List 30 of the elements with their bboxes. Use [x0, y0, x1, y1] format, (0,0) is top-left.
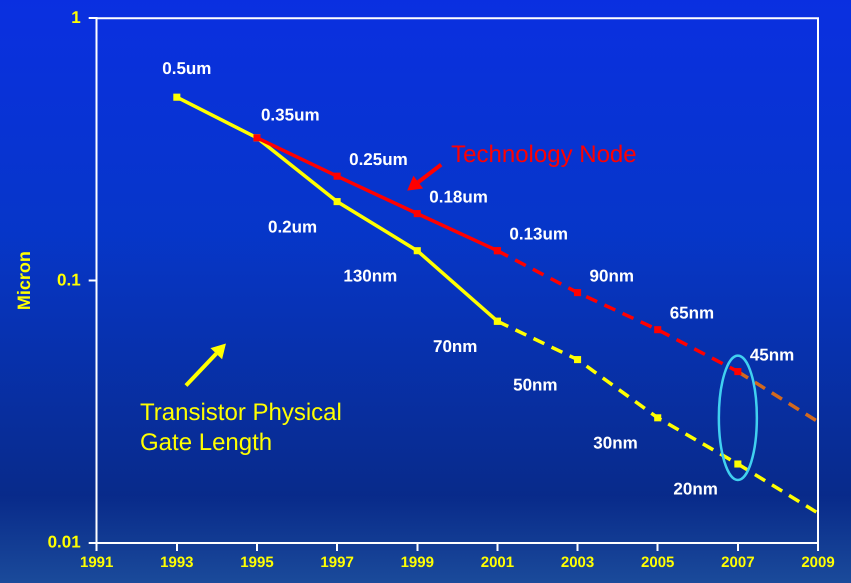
x-tick-label: 2005 — [641, 554, 674, 572]
annotation: Transistor Physical Gate Length — [140, 398, 343, 458]
y-tick-label: 0.01 — [48, 532, 81, 552]
annotation: 20nm — [673, 480, 718, 499]
annotation: 0.2um — [268, 217, 318, 236]
y-tick-label: 1 — [71, 8, 81, 27]
x-tick-label: 2009 — [801, 554, 835, 572]
annotation: 45nm — [750, 345, 794, 364]
x-tick-label: 2007 — [721, 554, 755, 572]
y-tick-label: 0.1 — [57, 270, 81, 290]
annotation: 0.35um — [260, 106, 320, 125]
annotation: 0.25um — [349, 150, 408, 169]
annotation: Technology Node — [451, 140, 638, 170]
x-tick-label: 2003 — [560, 554, 594, 572]
x-tick-label: 1995 — [240, 554, 274, 572]
annotation: 30nm — [593, 433, 638, 452]
x-tick-label: 1991 — [80, 554, 114, 572]
annotation: 0.18um — [429, 187, 488, 206]
annotation: 90nm — [590, 266, 634, 286]
x-tick-label: 1993 — [160, 554, 194, 572]
x-tick-label: 2001 — [480, 554, 514, 572]
annotation: 50nm — [513, 375, 558, 394]
x-tick-label: 1999 — [400, 554, 434, 572]
annotation: 65nm — [670, 303, 714, 322]
y-axis-title: Micron — [14, 251, 34, 310]
annotation: 130nm — [343, 266, 398, 286]
annotation: 70nm — [432, 336, 478, 356]
annotation: 0.13um — [509, 224, 568, 244]
annotation: 0.5um — [162, 58, 212, 78]
x-tick-label: 1997 — [320, 554, 354, 572]
